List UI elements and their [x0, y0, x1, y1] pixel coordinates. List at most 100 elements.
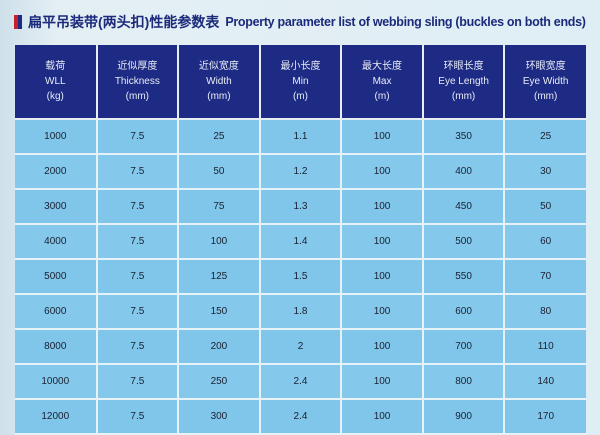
table-cell: 150 [178, 294, 261, 330]
table-cell: 7.5 [96, 119, 180, 155]
table-cell: 7.5 [96, 329, 180, 365]
table-cell: 140 [504, 364, 586, 400]
header-zh: 环眼宽度 [525, 61, 566, 72]
table-row: 4000 7.5 100 1.4 100 500 60 [15, 224, 586, 260]
header-unit: (m) [292, 91, 308, 102]
table-cell: 125 [178, 259, 261, 295]
table-cell: 200 [178, 329, 261, 365]
table-cell: 1.2 [259, 154, 343, 190]
table-cell: 4000 [15, 224, 98, 260]
header-unit: (mm) [207, 91, 231, 102]
header-en: Eye Width [522, 76, 569, 87]
table-cell: 500 [422, 224, 506, 260]
table-cell: 1.4 [259, 224, 343, 260]
column-header: 最大长度 Max (m) [341, 45, 424, 120]
table-cell: 800 [422, 364, 506, 400]
table-cell: 900 [422, 399, 506, 435]
table-cell: 100 [341, 154, 424, 190]
table-cell: 100 [341, 329, 424, 365]
header-en: Min [292, 76, 309, 87]
table-row: 8000 7.5 200 2 100 700 110 [15, 329, 586, 365]
table-cell: 12000 [15, 399, 98, 435]
table-cell: 300 [178, 399, 261, 435]
table-cell: 75 [178, 189, 261, 225]
table-row: 12000 7.5 300 2.4 100 900 170 [15, 399, 586, 435]
table-cell: 1.3 [259, 189, 343, 225]
header-unit: (kg) [46, 91, 64, 102]
title-english: Property parameter list of webbing sling… [225, 15, 586, 29]
header-zh: 最大长度 [362, 61, 403, 72]
header-zh: 载荷 [45, 61, 66, 72]
header-row: 载荷 WLL (kg) 近似厚度 Thickness (mm) 近似宽度 Width (mm) 最… [15, 45, 586, 120]
header-unit: (mm) [125, 91, 149, 102]
column-header: 环眼长度 Eye Length (mm) [422, 45, 506, 120]
table-cell: 350 [422, 119, 506, 155]
table-cell: 70 [504, 259, 586, 295]
table-cell: 550 [422, 259, 506, 295]
table-cell: 7.5 [96, 259, 180, 295]
column-header: 最小长度 Min (m) [259, 45, 343, 120]
table-cell: 2000 [15, 154, 98, 190]
table-cell: 6000 [15, 294, 98, 330]
header-en: Max [372, 76, 392, 87]
table-cell: 110 [504, 329, 586, 365]
header-en: Thickness [114, 76, 160, 87]
table-cell: 7.5 [96, 294, 180, 330]
table-cell: 100 [341, 259, 424, 295]
table-cell: 25 [504, 119, 586, 155]
header-zh: 最小长度 [280, 61, 321, 72]
header-zh: 环眼长度 [443, 61, 484, 72]
column-header: 近似厚度 Thickness (mm) [96, 45, 180, 120]
header-unit: (mm) [451, 91, 476, 102]
table-cell: 170 [504, 399, 586, 435]
header-en: Eye Length [438, 76, 489, 87]
table-cell: 80 [504, 294, 586, 330]
table-cell: 100 [341, 224, 424, 260]
table-cell: 100 [341, 399, 424, 435]
table-cell: 1.1 [259, 119, 343, 155]
table-cell: 50 [504, 189, 586, 225]
title-chinese: 扁平吊装带(两头扣)性能参数表 [28, 14, 220, 30]
table-cell: 100 [341, 189, 424, 225]
table-row: 2000 7.5 50 1.2 100 400 30 [15, 154, 586, 190]
table-row: 5000 7.5 125 1.5 100 550 70 [15, 259, 586, 295]
table-cell: 2 [259, 329, 343, 365]
table-cell: 100 [341, 294, 424, 330]
table-cell: 450 [422, 189, 506, 225]
header-unit: (m) [374, 91, 390, 102]
table-row: 1000 7.5 25 1.1 100 350 25 [15, 119, 586, 155]
table-cell: 2.4 [259, 399, 343, 435]
table-cell: 600 [422, 294, 506, 330]
column-header: 环眼宽度 Eye Width (mm) [504, 45, 586, 120]
table-cell: 100 [341, 119, 424, 155]
table-cell: 7.5 [96, 399, 180, 435]
table-cell: 25 [178, 119, 261, 155]
table-cell: 250 [178, 364, 261, 400]
table-row: 6000 7.5 150 1.8 100 600 80 [15, 294, 586, 330]
table-cell: 5000 [15, 259, 98, 295]
header-en: Width [206, 76, 232, 87]
table-row: 3000 7.5 75 1.3 100 450 50 [15, 189, 586, 225]
table-cell: 30 [504, 154, 586, 190]
table-cell: 3000 [15, 189, 98, 225]
table-cell: 7.5 [96, 154, 180, 190]
title-marker-icon [14, 15, 22, 29]
table-cell: 8000 [15, 329, 98, 365]
column-header: 近似宽度 Width (mm) [178, 45, 261, 120]
header-zh: 近似宽度 [198, 61, 239, 72]
table-cell: 100 [178, 224, 261, 260]
header-unit: (mm) [534, 91, 558, 102]
table-cell: 700 [422, 329, 506, 365]
table-row: 10000 7.5 250 2.4 100 800 140 [15, 364, 586, 400]
header-en: WLL [45, 76, 66, 87]
table-cell: 1.8 [259, 294, 343, 330]
header-zh: 近似厚度 [117, 61, 158, 72]
column-header: 载荷 WLL (kg) [15, 45, 98, 120]
table-cell: 60 [504, 224, 586, 260]
table-cell: 1.5 [259, 259, 343, 295]
table-cell: 7.5 [96, 364, 180, 400]
table-cell: 2.4 [259, 364, 343, 400]
table-cell: 10000 [15, 364, 98, 400]
table-cell: 1000 [15, 119, 98, 155]
document-title: 扁平吊装带(两头扣)性能参数表 Property parameter list … [14, 12, 586, 32]
